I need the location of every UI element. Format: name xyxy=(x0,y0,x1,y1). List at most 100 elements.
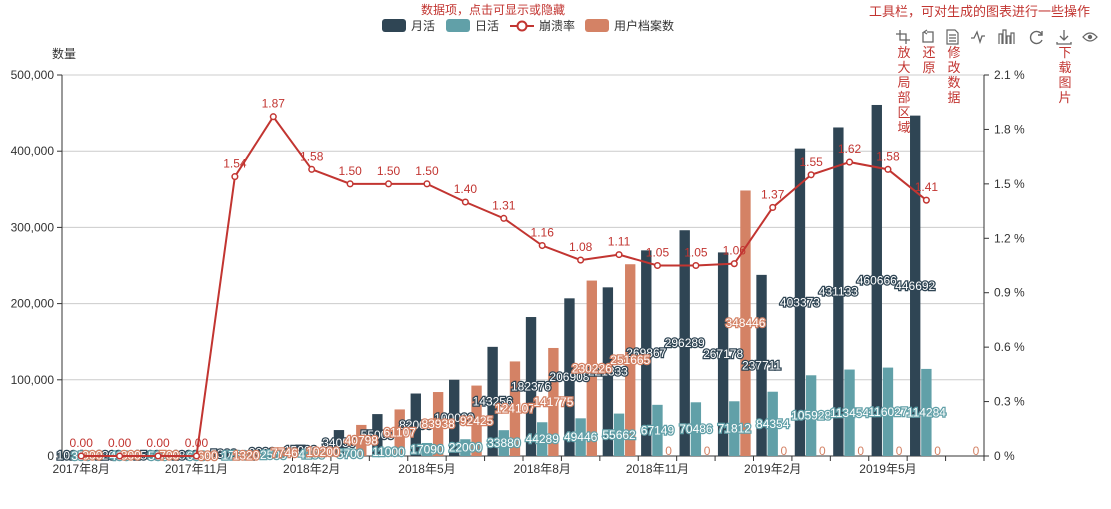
line-data-label: 1.87 xyxy=(262,97,286,111)
x-tick-label: 2018年8月 xyxy=(514,462,571,476)
bar-data-label: 348446 xyxy=(725,316,765,330)
x-tick-label: 2018年11月 xyxy=(626,462,689,476)
line-data-label: 1.58 xyxy=(876,149,900,163)
bar-data-label: 10200 xyxy=(306,445,340,459)
line-data-label: 1.06 xyxy=(723,244,747,258)
legend-swatch xyxy=(446,19,470,32)
zoom-area-icon[interactable] xyxy=(896,30,910,44)
legend-swatch xyxy=(585,19,609,32)
refresh-icon[interactable] xyxy=(1031,31,1042,44)
y-tick-label: 500,000 xyxy=(11,68,55,82)
line-point[interactable] xyxy=(693,263,699,269)
toolbox-label: 还原 xyxy=(922,45,935,75)
toolbox-label-char: 下 xyxy=(1058,45,1071,60)
bar-data-label: 267178 xyxy=(703,347,743,361)
line-point[interactable] xyxy=(386,181,392,187)
restore-shape xyxy=(923,30,933,42)
line-data-label: 0.00 xyxy=(185,436,209,450)
toolbox-label-char: 据 xyxy=(947,90,960,105)
line-data-label: 0.00 xyxy=(146,436,170,450)
bar-data-label: 460666 xyxy=(857,273,897,287)
legend-item-0[interactable]: 月活 xyxy=(382,19,435,33)
toolbox-label-char: 部 xyxy=(897,90,910,105)
y2-tick-label: 1.8 % xyxy=(994,122,1025,136)
line-chart-shape xyxy=(971,32,985,42)
bar-data-label: 55662 xyxy=(602,428,636,442)
y2-tick-label: 0 % xyxy=(994,449,1015,463)
legend-item-3[interactable]: 崩溃率 xyxy=(510,18,575,33)
line-point[interactable] xyxy=(194,453,200,459)
refresh-shape xyxy=(1031,31,1042,44)
bar-data-label: 182376 xyxy=(511,380,551,394)
bar-data-label: 0 xyxy=(819,444,826,458)
line-data-label: 1.31 xyxy=(492,198,516,212)
bar-data-label: 116027 xyxy=(868,405,907,419)
legend-label: 月活 xyxy=(411,19,435,33)
bar-data-label: 0 xyxy=(665,444,672,458)
line-data-label: 1.41 xyxy=(915,180,939,194)
bar-data-label: 40798 xyxy=(345,433,379,447)
line-chart-icon[interactable] xyxy=(971,32,985,42)
line-point[interactable] xyxy=(616,252,622,258)
eye-icon[interactable] xyxy=(1083,33,1097,41)
toolbox-label-char: 域 xyxy=(897,120,910,135)
bar-data-label: 113454 xyxy=(830,406,869,420)
line-point[interactable] xyxy=(232,174,238,180)
toolbox-label-char: 放 xyxy=(897,45,910,60)
line-point[interactable] xyxy=(847,159,853,165)
toolbox-label-char: 改 xyxy=(947,60,960,75)
x-tick-label: 2019年2月 xyxy=(744,462,801,476)
line-point[interactable] xyxy=(501,216,507,222)
line-point[interactable] xyxy=(808,172,814,178)
toolbox-label-char: 修 xyxy=(947,45,960,60)
line-point[interactable] xyxy=(78,453,84,459)
line-point[interactable] xyxy=(309,167,315,173)
legend-label: 崩溃率 xyxy=(539,18,575,33)
bar-data-label: 141775 xyxy=(533,395,573,409)
toolbox-label-char: 区 xyxy=(897,105,910,120)
bar-data-label: 446692 xyxy=(895,279,935,293)
legend-item-2[interactable]: 用户档案数 xyxy=(585,18,674,33)
bar-chart-icon[interactable] xyxy=(999,30,1014,44)
line-point[interactable] xyxy=(731,261,737,267)
y-tick-label: 200,000 xyxy=(11,297,55,311)
line-point[interactable] xyxy=(770,205,776,211)
line-point[interactable] xyxy=(924,197,930,203)
line-point[interactable] xyxy=(270,114,276,120)
data-view-icon[interactable] xyxy=(947,30,958,44)
line-point[interactable] xyxy=(424,181,430,187)
line-point[interactable] xyxy=(155,453,161,459)
bar-data-label: 431133 xyxy=(819,285,858,299)
bar-data-label: 22000 xyxy=(449,441,483,455)
bar-data-label: 84354 xyxy=(756,417,790,431)
legend-item-1[interactable]: 日活 xyxy=(446,19,499,33)
right-axis: 0 %0.3 %0.6 %0.9 %1.2 %1.5 %1.8 %2.1 % xyxy=(984,68,1025,463)
line-point[interactable] xyxy=(347,181,353,187)
line-data-label: 1.54 xyxy=(223,157,247,171)
bar-data-label: 0 xyxy=(704,444,711,458)
line-point[interactable] xyxy=(655,263,661,269)
line-point[interactable] xyxy=(539,243,545,249)
toolbox-label-char: 局 xyxy=(897,75,910,90)
line-point[interactable] xyxy=(463,199,469,205)
y-tick-label: 0 xyxy=(47,449,54,463)
y-tick-label: 400,000 xyxy=(11,144,55,158)
line-data-label: 1.58 xyxy=(300,149,324,163)
toolbox xyxy=(896,30,1097,44)
eye-pupil xyxy=(1088,35,1092,39)
bar-data-label: 7746 xyxy=(271,446,298,460)
line-data-label: 1.08 xyxy=(569,240,593,254)
line-point[interactable] xyxy=(885,167,891,173)
download-icon[interactable] xyxy=(1057,30,1071,44)
line-point[interactable] xyxy=(117,453,123,459)
restore-icon[interactable] xyxy=(923,30,933,42)
line-data-label: 0.00 xyxy=(108,436,132,450)
y-tick-label: 100,000 xyxy=(11,373,55,387)
bar-data-label: 1320 xyxy=(233,448,260,462)
line-point[interactable] xyxy=(578,257,584,263)
line-data-label: 1.55 xyxy=(799,155,823,169)
bar-data-label: 296289 xyxy=(665,336,705,350)
bar-data-label: 0 xyxy=(973,444,980,458)
